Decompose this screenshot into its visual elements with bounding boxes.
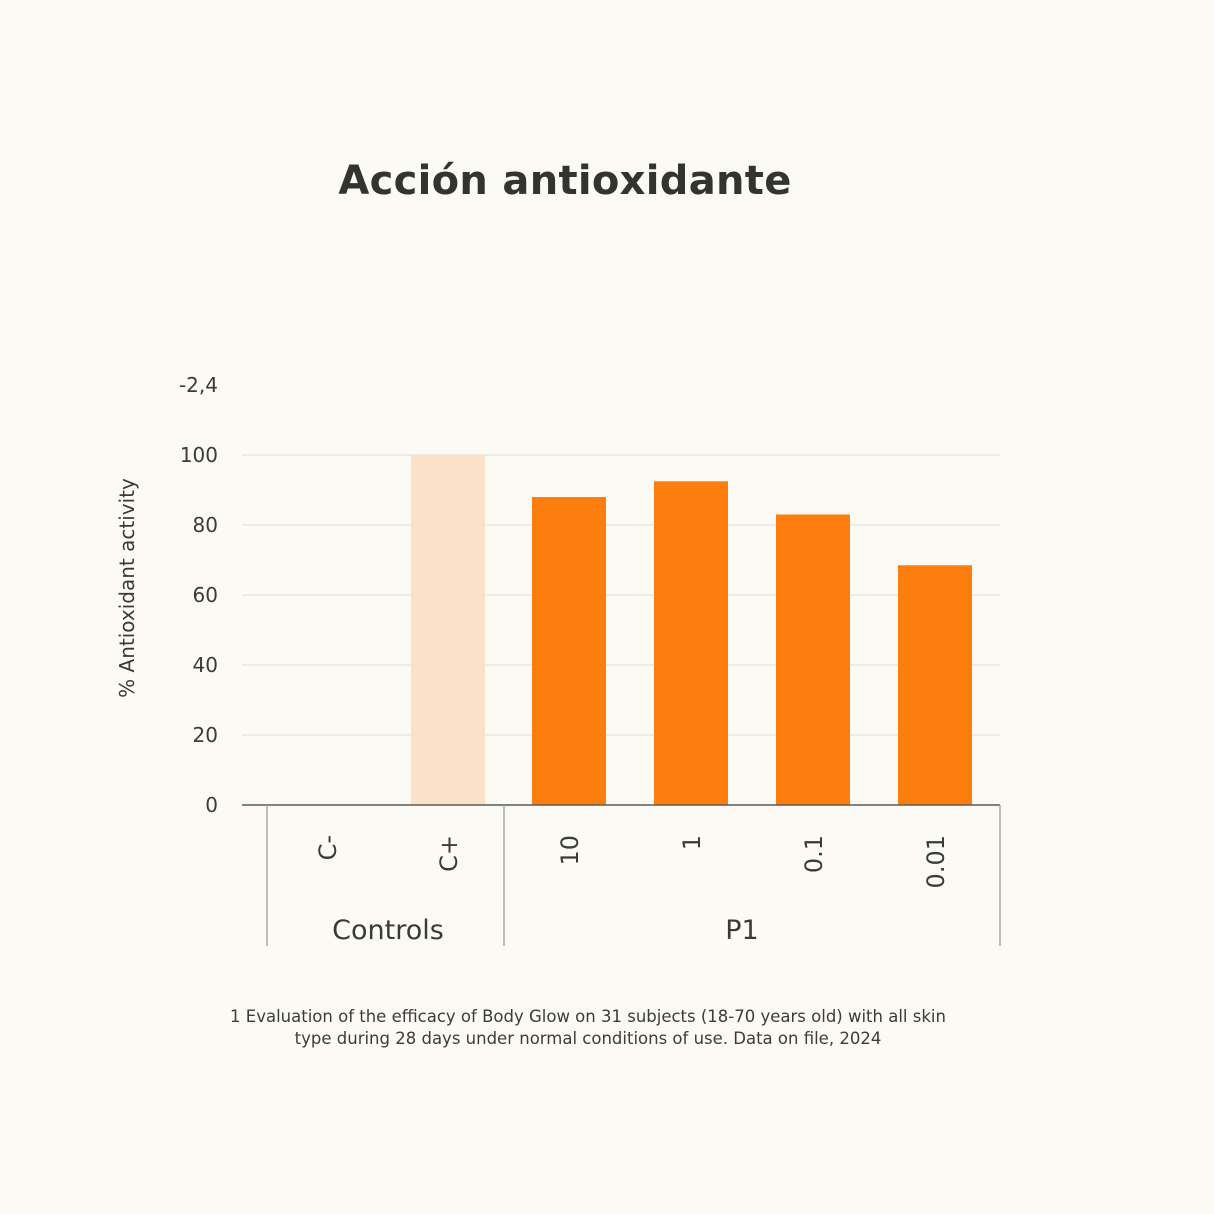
bar-10	[532, 497, 606, 805]
x-tick-label: 0.01	[922, 835, 950, 888]
y-tick-label: 60	[193, 583, 218, 607]
x-tick-label: 1	[678, 835, 706, 850]
footnote-line-1: 1 Evaluation of the efficacy of Body Glo…	[230, 1007, 946, 1026]
y-extra-label: -2,4	[179, 373, 218, 397]
footnote-line-2: type during 28 days under normal conditi…	[294, 1029, 882, 1048]
y-axis-label: % Antioxidant activity	[115, 478, 139, 698]
bar-0.01	[898, 565, 972, 805]
y-tick-label: 20	[193, 723, 218, 747]
y-tick-label: 40	[193, 653, 218, 677]
x-tick-label: C-	[314, 835, 342, 860]
group-label: P1	[725, 915, 758, 946]
group-dividers	[266, 805, 1001, 946]
x-tick-labels: C- C+ 10 1 0.1 0.01	[314, 835, 950, 888]
gridlines	[242, 454, 1000, 736]
chart-title: Acción antioxidante	[338, 158, 792, 204]
group-label: Controls	[332, 915, 444, 946]
y-tick-label: 100	[180, 443, 218, 467]
footnote: 1 Evaluation of the efficacy of Body Glo…	[0, 1006, 1176, 1050]
x-tick-label: 10	[556, 835, 584, 866]
y-tick-label: 80	[193, 513, 218, 537]
bars	[411, 455, 972, 805]
group-labels: Controls P1	[332, 915, 759, 946]
y-tick-label: 0	[205, 793, 218, 817]
bar-C+	[411, 455, 485, 805]
bar-1	[654, 481, 728, 805]
x-tick-label: 0.1	[800, 835, 828, 873]
bar-0.1	[776, 514, 850, 805]
x-tick-label: C+	[435, 835, 463, 872]
y-tick-labels: 0 20 40 60 80 100	[180, 443, 218, 817]
